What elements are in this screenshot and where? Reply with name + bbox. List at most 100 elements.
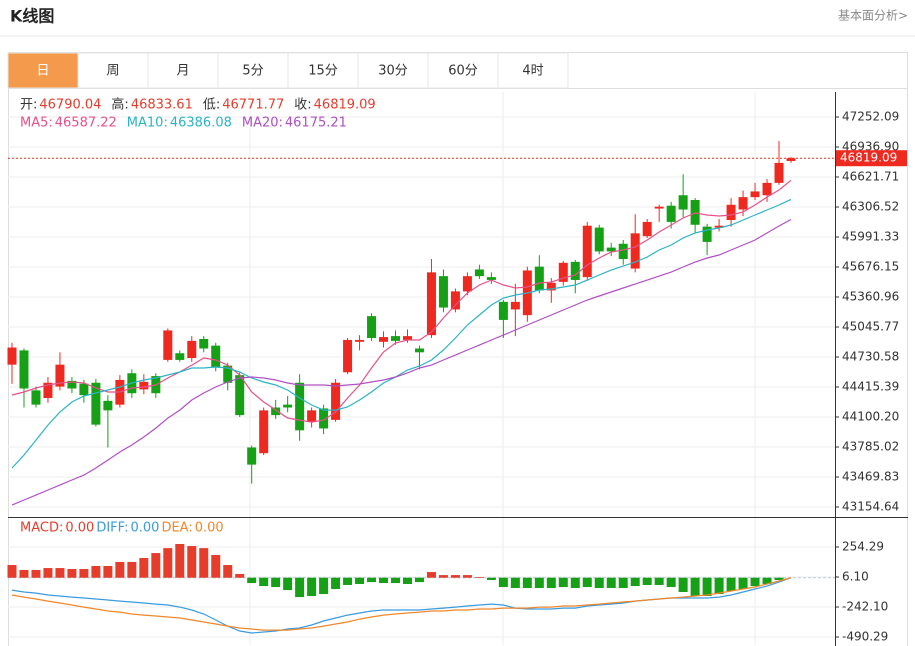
macd-bar bbox=[498, 577, 508, 588]
candle-body bbox=[139, 381, 149, 390]
legend-text: DIFF: bbox=[96, 521, 128, 536]
macd-bar bbox=[211, 555, 221, 578]
tab[interactable] bbox=[147, 52, 219, 89]
y-tick-label: -242.10 bbox=[842, 599, 888, 613]
tab-label[interactable]: 4时 bbox=[522, 64, 543, 79]
candle-body bbox=[714, 225, 724, 228]
y-tick-label: 46306.52 bbox=[842, 199, 899, 213]
y-tick-label: 44100.20 bbox=[842, 410, 899, 424]
macd-bar bbox=[594, 577, 604, 589]
macd-bar bbox=[762, 577, 772, 585]
candle-body bbox=[391, 336, 401, 341]
macd-bar bbox=[474, 577, 484, 578]
legend-text: DEA: bbox=[161, 521, 192, 536]
candle-body bbox=[55, 364, 65, 387]
candle-body bbox=[271, 407, 281, 416]
candle-body bbox=[402, 336, 412, 340]
candle-body bbox=[606, 247, 616, 252]
plot: 47252.09 46936.90 46621.71 46306.52 45991.33… bbox=[7, 97, 907, 643]
candle-body bbox=[582, 225, 592, 278]
candle-body bbox=[702, 226, 712, 242]
macd-bar bbox=[606, 577, 616, 589]
macd-bar bbox=[570, 577, 580, 589]
candle-body bbox=[259, 410, 269, 454]
tab[interactable] bbox=[427, 52, 499, 89]
candle-body bbox=[450, 291, 460, 310]
macd-bar bbox=[163, 548, 173, 578]
candle-body bbox=[103, 400, 113, 411]
tab[interactable] bbox=[497, 52, 569, 89]
tab-label[interactable]: 30分 bbox=[378, 64, 408, 79]
legend-text: 低: bbox=[203, 98, 220, 113]
fundamentals-link[interactable]: 基本面分析> bbox=[838, 9, 908, 23]
macd-bar bbox=[522, 577, 532, 589]
macd-bar bbox=[654, 577, 664, 585]
legend-text: MACD: bbox=[20, 521, 63, 536]
candle-body bbox=[594, 227, 604, 252]
macd-bar bbox=[127, 562, 137, 578]
macd-bar bbox=[714, 577, 724, 595]
macd-bar bbox=[19, 569, 29, 578]
legend-text: 0.00 bbox=[130, 521, 159, 536]
y-tick-label: 46936.90 bbox=[842, 139, 899, 153]
legend-text: 收: bbox=[294, 98, 311, 113]
legend-text: 46819.09 bbox=[314, 98, 376, 113]
tab[interactable] bbox=[217, 52, 289, 89]
macd-bar bbox=[175, 544, 185, 578]
tab-label[interactable]: 60分 bbox=[448, 64, 478, 79]
candle-body bbox=[223, 365, 233, 383]
macd-bar bbox=[343, 577, 353, 585]
candle-body bbox=[558, 262, 568, 282]
macd-bar bbox=[630, 577, 640, 587]
candle-body bbox=[630, 233, 640, 269]
candle-body bbox=[163, 330, 173, 360]
macd-bar bbox=[642, 577, 652, 585]
chart-frame bbox=[8, 52, 908, 646]
tab-label[interactable]: 5分 bbox=[242, 64, 263, 79]
candle-body bbox=[462, 276, 472, 292]
macd-bar bbox=[558, 577, 568, 588]
candle-body bbox=[570, 261, 580, 280]
macd-bar bbox=[702, 577, 712, 596]
candle-body bbox=[247, 447, 257, 465]
macd-bar bbox=[235, 573, 245, 578]
y-tick-label: 43469.83 bbox=[842, 470, 899, 484]
candle-body bbox=[666, 205, 676, 222]
macd-bar bbox=[402, 577, 412, 585]
macd-bar bbox=[774, 577, 784, 581]
candle-body bbox=[7, 347, 17, 365]
candle-body bbox=[438, 276, 448, 308]
tab[interactable] bbox=[357, 52, 429, 89]
macd-bar bbox=[391, 577, 401, 584]
tab[interactable] bbox=[7, 52, 79, 89]
legend-text: 46771.77 bbox=[222, 98, 284, 113]
macd-bar bbox=[726, 577, 736, 592]
tab-label[interactable]: 15分 bbox=[308, 64, 338, 79]
candle-body bbox=[175, 353, 185, 360]
candle-body bbox=[738, 197, 748, 210]
candle-body bbox=[474, 269, 484, 277]
macd-bar bbox=[367, 577, 377, 583]
candle-body bbox=[762, 182, 772, 196]
macd-bar bbox=[187, 546, 197, 578]
candle-body bbox=[91, 382, 101, 425]
macd-bar bbox=[115, 562, 125, 578]
macd-bar bbox=[79, 569, 89, 578]
macd-bar bbox=[750, 577, 760, 587]
last-price-label: 46819.09 bbox=[840, 151, 897, 165]
tab-label[interactable]: 周 bbox=[106, 64, 119, 79]
tab[interactable] bbox=[77, 52, 149, 89]
macd-bar bbox=[199, 548, 209, 578]
candle-body bbox=[283, 404, 293, 408]
tab-label[interactable]: 日 bbox=[36, 64, 49, 79]
legend-text: MA5: bbox=[20, 116, 53, 131]
candle-body bbox=[726, 204, 736, 220]
candle-body bbox=[199, 338, 209, 349]
candle-body bbox=[307, 410, 317, 422]
macd-bar bbox=[295, 577, 305, 598]
macd-bar bbox=[247, 577, 257, 584]
tab-label[interactable]: 月 bbox=[176, 64, 189, 79]
macd-bar bbox=[43, 568, 53, 578]
y-tick-label: 44730.58 bbox=[842, 349, 899, 363]
